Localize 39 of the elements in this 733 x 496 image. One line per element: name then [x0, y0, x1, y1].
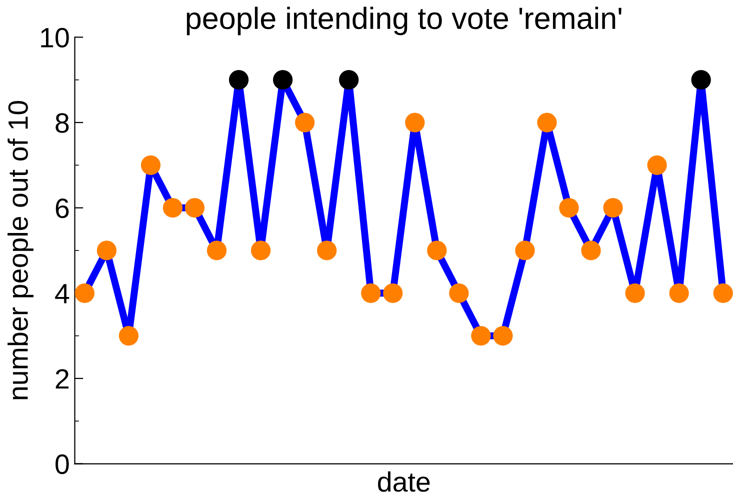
point [471, 326, 491, 346]
point [96, 240, 117, 260]
point [228, 70, 249, 90]
point [74, 283, 94, 303]
point [118, 326, 139, 346]
point [559, 198, 579, 218]
point [625, 283, 645, 303]
point [603, 198, 623, 218]
y-tick-label: 0 [56, 454, 69, 474]
point [339, 70, 359, 90]
point [140, 155, 161, 175]
x-axis-title: date [378, 471, 430, 492]
point [361, 283, 381, 303]
point [449, 283, 469, 303]
y-tick-label: 2 [56, 369, 69, 389]
point [383, 283, 403, 303]
point [206, 240, 227, 260]
point [427, 240, 447, 260]
point [713, 283, 733, 303]
point [294, 112, 315, 132]
point [493, 326, 513, 346]
point [647, 155, 667, 175]
y-tick-label: 4 [55, 284, 70, 304]
point [537, 112, 557, 132]
point [669, 283, 689, 303]
point [581, 240, 601, 260]
y-tick-label: 6 [56, 198, 69, 218]
point [515, 240, 535, 260]
y-tick-label: 8 [56, 113, 69, 133]
point [184, 198, 205, 218]
chart-title: people intending to vote 'remain' [186, 6, 622, 36]
point [162, 198, 183, 218]
point [250, 240, 271, 260]
point [272, 70, 293, 90]
y-axis-title: number people out of 10 [8, 100, 34, 400]
point [317, 240, 337, 260]
y-tick-label: 10 [41, 28, 69, 48]
point [405, 112, 425, 132]
point [691, 70, 711, 90]
